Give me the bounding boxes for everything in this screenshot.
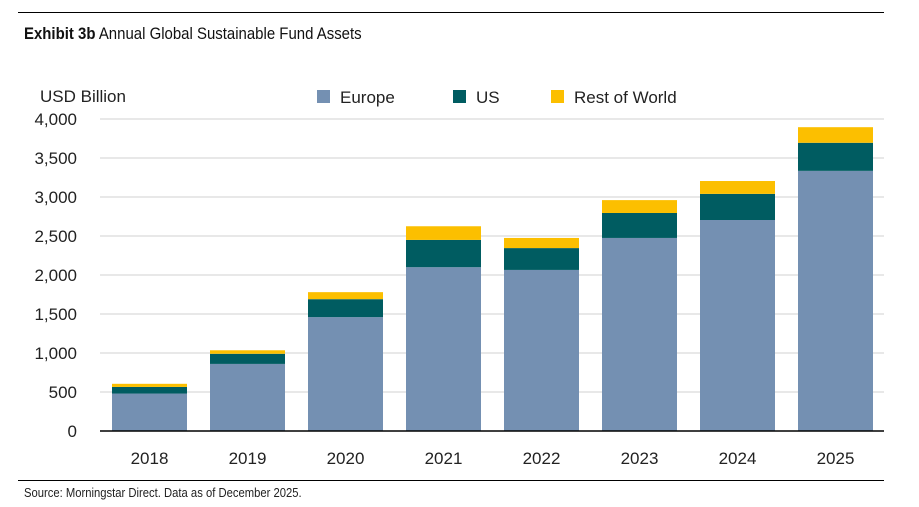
y-tick-label: 2,500 — [34, 227, 77, 246]
source-note: Source: Morningstar Direct. Data as of D… — [24, 486, 302, 500]
bar-us-2022 — [504, 248, 579, 270]
bar-us-2024 — [700, 193, 775, 221]
legend-label: Rest of World — [574, 88, 677, 107]
x-tick-label: 2022 — [523, 449, 561, 468]
x-tick-label: 2020 — [327, 449, 365, 468]
bar-us-2023 — [602, 212, 677, 238]
x-tick-label: 2023 — [621, 449, 659, 468]
bar-rest-of-world-2025 — [798, 127, 873, 143]
x-tick-label: 2025 — [817, 449, 855, 468]
bar-rest-of-world-2020 — [308, 292, 383, 300]
x-tick-label: 2024 — [719, 449, 757, 468]
bar-us-2021 — [406, 239, 481, 268]
bar-europe-2023 — [602, 237, 677, 431]
x-tick-label: 2019 — [229, 449, 267, 468]
bar-rest-of-world-2022 — [504, 237, 579, 249]
bar-europe-2019 — [210, 363, 285, 431]
y-tick-label: 500 — [49, 383, 77, 402]
bar-us-2019 — [210, 353, 285, 364]
y-tick-label: 3,000 — [34, 188, 77, 207]
bar-europe-2021 — [406, 267, 481, 431]
bar-europe-2018 — [112, 393, 187, 431]
bar-us-2025 — [798, 142, 873, 171]
legend-swatch — [551, 90, 564, 103]
bar-europe-2022 — [504, 269, 579, 431]
y-tick-label: 2,000 — [34, 266, 77, 285]
legend-label: Europe — [340, 88, 395, 107]
bar-rest-of-world-2021 — [406, 226, 481, 240]
x-tick-label: 2018 — [131, 449, 169, 468]
bottom-rule — [18, 480, 884, 481]
legend-swatch — [453, 90, 466, 103]
bar-europe-2024 — [700, 220, 775, 431]
bar-us-2020 — [308, 299, 383, 318]
y-tick-label: 1,500 — [34, 305, 77, 324]
y-tick-label: 1,000 — [34, 344, 77, 363]
x-tick-label: 2021 — [425, 449, 463, 468]
bar-rest-of-world-2023 — [602, 200, 677, 213]
y-tick-label: 4,000 — [34, 110, 77, 129]
bar-rest-of-world-2018 — [112, 383, 187, 387]
bar-rest-of-world-2019 — [210, 350, 285, 354]
legend-label: US — [476, 88, 500, 107]
y-tick-label: 3,500 — [34, 149, 77, 168]
y-tick-label: 0 — [68, 422, 77, 441]
bar-us-2018 — [112, 386, 187, 394]
chart-title: Exhibit 3b Annual Global Sustainable Fun… — [24, 24, 362, 43]
bar-europe-2020 — [308, 317, 383, 431]
legend-swatch — [317, 90, 330, 103]
bar-europe-2025 — [798, 170, 873, 431]
y-axis-label: USD Billion — [40, 87, 126, 106]
bar-rest-of-world-2024 — [700, 181, 775, 194]
top-rule — [18, 12, 884, 13]
